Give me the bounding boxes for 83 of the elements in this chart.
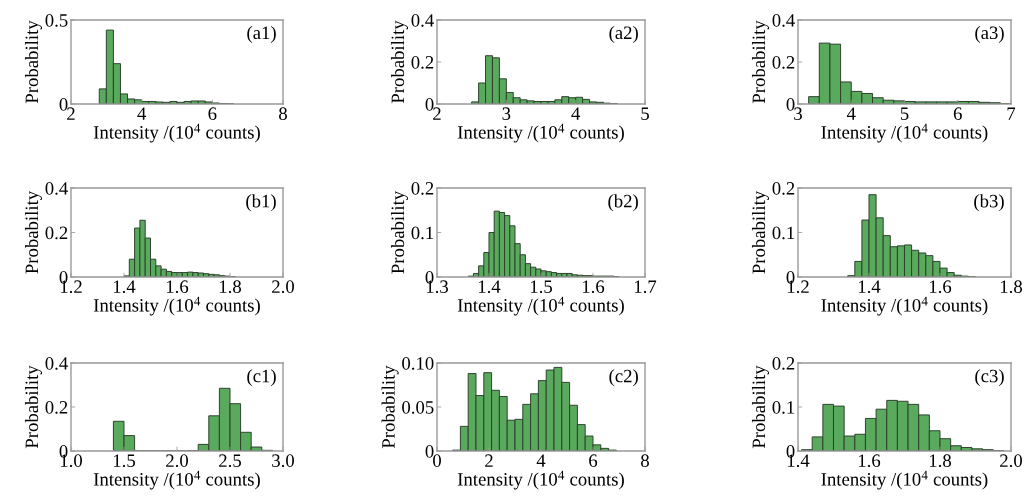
y-tick-label: 0.1 — [411, 226, 434, 240]
y-tick-label: 0.5 — [45, 14, 68, 27]
y-axis-title: Probability — [751, 190, 770, 274]
x-tick-label: 1.6 — [582, 280, 605, 294]
y-tick-label: 0 — [786, 98, 795, 111]
annotation: (c2) — [609, 369, 638, 387]
y-tick-label: 0.1 — [772, 401, 795, 414]
y-axis-title: Probability — [24, 365, 43, 449]
x-axis-title: Intensity /(10$^{4}$ counts) — [821, 123, 988, 143]
annotation: (c3) — [975, 369, 1004, 387]
x-tick-label: 4 — [571, 107, 581, 120]
x-tick-label: 1.5 — [530, 280, 552, 294]
x-axis-title: Intensity /(10$^{4}$ counts) — [93, 123, 260, 143]
x-tick-label: 4 — [846, 107, 856, 120]
x-tick-label: 6 — [589, 454, 598, 467]
y-tick-label: 0 — [425, 98, 434, 111]
x-tick-label: 1.8 — [1000, 280, 1022, 294]
y-axis-title: Probability — [24, 190, 43, 274]
y-axis-title: Probability — [751, 365, 770, 449]
x-tick-label: 1.4 — [113, 280, 136, 294]
x-tick-label: 4 — [137, 107, 147, 120]
x-axis-title: Intensity /(10$^{4}$ counts) — [93, 470, 260, 490]
y-tick-label: 0.10 — [402, 357, 434, 370]
x-tick-label: 1.8 — [219, 280, 241, 294]
y-axis-title: Probability — [381, 365, 399, 449]
x-tick-label: 3 — [502, 107, 511, 120]
x-tick-label: 3 — [794, 107, 802, 120]
annotation: (c1) — [247, 369, 276, 387]
y-axis-title: Probability — [390, 20, 409, 104]
y-tick-label: 0.2 — [772, 182, 795, 195]
y-tick-label: 0.1 — [772, 226, 795, 240]
x-tick-label: 2 — [433, 107, 441, 120]
y-tick-label: 0.2 — [772, 357, 795, 370]
y-tick-label: 0 — [425, 445, 434, 458]
y-axis-title: Probability — [24, 20, 43, 104]
annotation: (b3) — [974, 194, 1004, 212]
x-tick-label: 2.5 — [219, 454, 241, 468]
x-tick-label: 8 — [279, 107, 287, 120]
x-tick-label: 2 — [485, 454, 493, 467]
y-tick-label: 0 — [59, 98, 68, 111]
x-tick-label: 1.7 — [634, 280, 657, 294]
y-tick-label: 0.05 — [402, 401, 434, 414]
y-axis-title: Probability — [390, 190, 409, 274]
x-tick-label: 6 — [208, 107, 217, 120]
y-axis-title: Probability — [751, 20, 770, 104]
y-tick-label: 0.2 — [411, 182, 434, 195]
x-tick-label: 1.4 — [478, 280, 501, 294]
y-tick-label: 0.4 — [45, 357, 68, 370]
annotation: (a3) — [975, 25, 1004, 43]
x-tick-label: 3.0 — [272, 454, 294, 468]
y-tick-label: 0.2 — [45, 401, 68, 414]
y-tick-label: 0.2 — [411, 56, 434, 69]
x-tick-label: 1.6 — [858, 454, 881, 468]
y-tick-label: 0.4 — [772, 14, 795, 27]
x-axis-title: Intensity /(10$^{4}$ counts) — [821, 296, 988, 316]
y-tick-label: 0.2 — [45, 226, 68, 240]
x-tick-label: 2 — [67, 107, 75, 120]
annotation: (a1) — [247, 25, 276, 43]
x-tick-label: 1.6 — [166, 280, 189, 294]
y-tick-label: 0.4 — [45, 182, 68, 195]
x-tick-label: 1.8 — [929, 454, 951, 468]
x-axis-title: Intensity /(10$^{4}$ counts) — [821, 470, 988, 490]
x-tick-label: 6 — [953, 107, 962, 120]
annotation: (a2) — [609, 25, 638, 43]
x-tick-label: 4 — [536, 454, 546, 467]
y-tick-label: 0.4 — [411, 14, 434, 27]
x-tick-label: 1.4 — [858, 280, 881, 294]
x-tick-label: 8 — [641, 454, 649, 467]
x-axis-title: Intensity /(10$^{4}$ counts) — [457, 296, 624, 316]
x-axis-title: Intensity /(10$^{4}$ counts) — [457, 470, 624, 490]
x-tick-label: 2.0 — [166, 454, 188, 468]
x-tick-label: 2.0 — [1000, 454, 1022, 468]
y-tick-label: 0.2 — [772, 56, 795, 69]
x-tick-label: 2.0 — [272, 280, 294, 294]
x-tick-label: 5 — [900, 107, 909, 120]
x-tick-label: 7 — [1007, 107, 1016, 120]
annotation: (b2) — [608, 194, 638, 212]
x-tick-label: 1.5 — [113, 454, 135, 468]
x-axis-title: Intensity /(10$^{4}$ counts) — [93, 296, 260, 316]
annotation: (b1) — [246, 194, 276, 212]
x-axis-title: Intensity /(10$^{4}$ counts) — [457, 123, 624, 143]
x-tick-label: 5 — [641, 107, 649, 120]
x-tick-label: 1.6 — [929, 280, 952, 294]
